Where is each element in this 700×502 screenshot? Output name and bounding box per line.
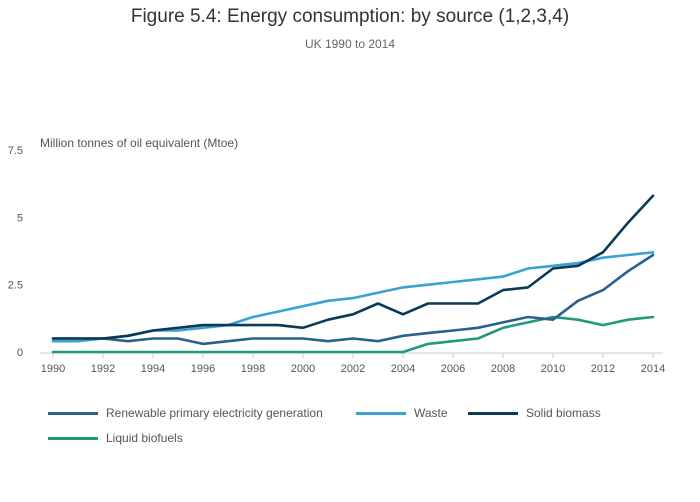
legend-label: Liquid biofuels	[106, 431, 183, 445]
x-tick-label: 2014	[641, 363, 665, 375]
legend-item: Solid biomass	[468, 406, 601, 420]
x-tick-label: 1994	[141, 363, 165, 375]
y-axis-label: Million tonnes of oil equivalent (Mtoe)	[40, 136, 238, 150]
x-tick-label: 1990	[41, 363, 65, 375]
legend-item: Renewable primary electricity generation	[48, 406, 323, 420]
x-tick-label: 1998	[241, 363, 265, 375]
y-tick-label: 7.5	[8, 145, 23, 157]
x-tick-label: 1992	[91, 363, 115, 375]
y-tick-label: 2.5	[8, 280, 23, 292]
line-chart: Million tonnes of oil equivalent (Mtoe) …	[8, 136, 666, 375]
x-tick-label: 2008	[491, 363, 515, 375]
series-line-waste	[51, 251, 655, 343]
x-tick-label: 2012	[591, 363, 615, 375]
x-tick-label: 2000	[291, 363, 315, 375]
y-tick-label: 0	[17, 347, 23, 359]
legend-label: Solid biomass	[526, 406, 601, 420]
x-tick-label: 2006	[441, 363, 465, 375]
series-layer	[51, 194, 655, 354]
y-axis-ticks: 0 2.5 5 7.5	[8, 145, 23, 359]
series-line-solid-biomass	[51, 194, 655, 340]
legend-swatch	[48, 411, 98, 415]
legend-label: Waste	[414, 406, 448, 420]
legend-swatch	[48, 436, 98, 440]
legend-item: Liquid biofuels	[48, 431, 183, 445]
legend-swatch	[356, 411, 406, 415]
x-tick-label: 2004	[391, 363, 415, 375]
chart-title: Figure 5.4: Energy consumption: by sourc…	[130, 6, 570, 27]
legend-item: Waste	[356, 406, 448, 420]
series-line-liquid-biofuels	[51, 315, 655, 354]
x-axis-ticks: 1990 1992 1994 1996 1998 2000 2002 2004 2006 2008…	[41, 353, 665, 375]
legend-swatch	[468, 411, 518, 415]
x-tick-label: 2010	[541, 363, 565, 375]
series-line-renewable-primary-electricity-generation	[51, 253, 655, 346]
y-tick-label: 5	[17, 212, 23, 224]
x-tick-label: 1996	[191, 363, 215, 375]
legend-label: Renewable primary electricity generation	[106, 406, 323, 420]
chart-subtitle: UK 1990 to 2014	[304, 37, 396, 51]
x-tick-label: 2002	[341, 363, 365, 375]
